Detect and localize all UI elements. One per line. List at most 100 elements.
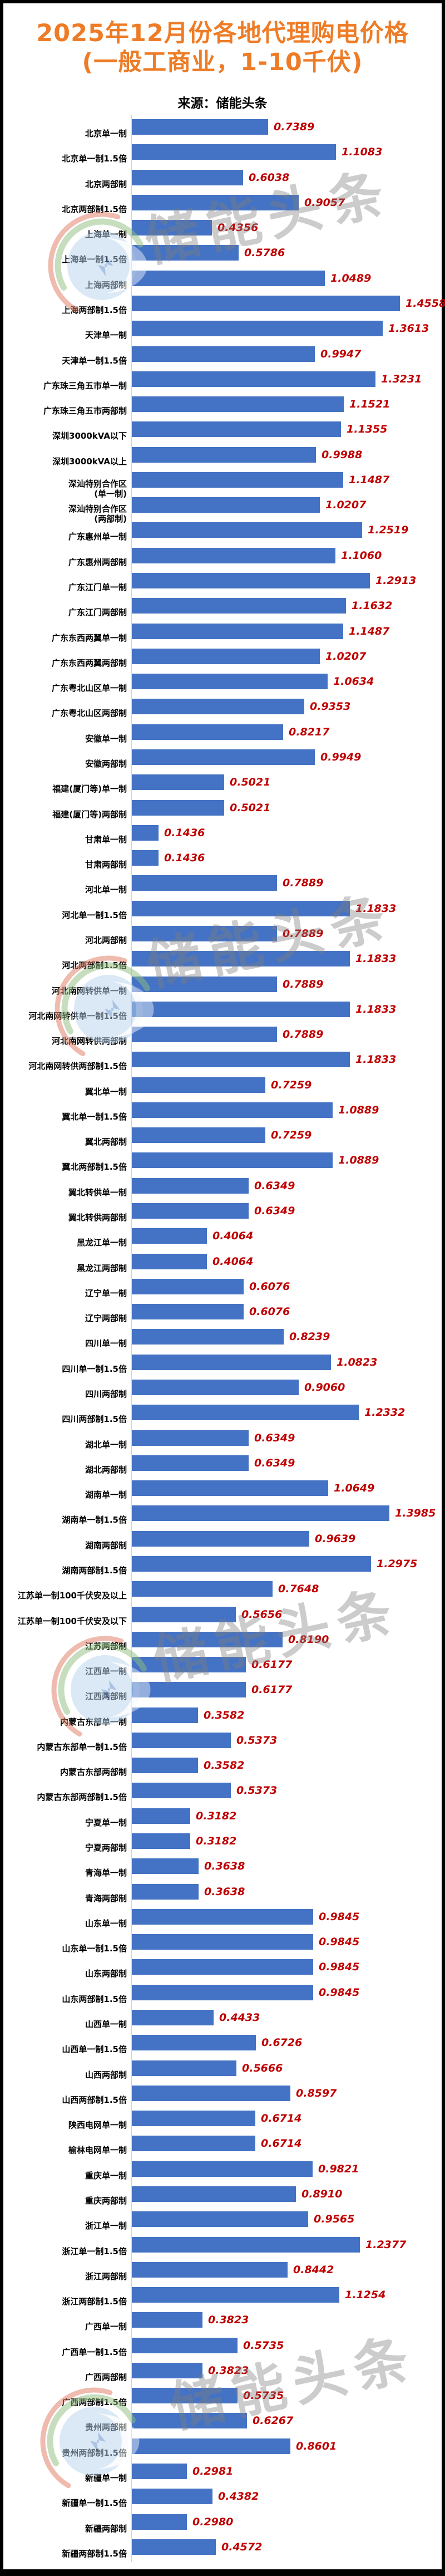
category-label: 广东惠州单一制 (68, 532, 127, 542)
bar (132, 2237, 360, 2253)
chart-canvas: 2025年12月份各地代理购电价格 (一般工商业，1-10千伏) 来源：储能头条… (3, 3, 445, 2569)
value-label: 1.1521 (349, 398, 390, 410)
bar (132, 2262, 288, 2278)
bar (132, 2464, 187, 2479)
category-label: 广东粤北山区两部制 (51, 708, 127, 718)
chart-row: 深圳3000kVA以上 0.9988 (3, 447, 442, 467)
page-title: 2025年12月份各地代理购电价格 (一般工商业，1-10千伏) (3, 19, 442, 77)
chart-row: 山西单一制1.5倍 0.6726 (3, 2035, 442, 2054)
category-label: 广东江门两部制 (68, 607, 127, 617)
category-label: 江苏两部制 (85, 1641, 127, 1651)
category-label: 重庆两部制 (85, 2196, 127, 2206)
chart-row: 广西单一制1.5倍 0.5735 (3, 2338, 442, 2357)
value-label: 0.7648 (278, 1583, 319, 1595)
bar (132, 2514, 187, 2530)
category-label: 山东单一制 (85, 1918, 127, 1929)
bar (132, 598, 346, 614)
bar (132, 1505, 389, 1521)
chart-row: 上海单一制 0.4356 (3, 220, 442, 239)
bar (132, 850, 159, 866)
value-label: 1.1833 (355, 953, 397, 965)
chart-row: 北京单一制 0.7389 (3, 119, 442, 139)
category-label: 河北单一制 (85, 885, 127, 895)
bar (132, 1783, 231, 1798)
value-label: 0.1436 (164, 827, 205, 839)
value-label: 0.6038 (249, 171, 290, 184)
value-label: 1.1355 (347, 423, 388, 435)
bar (132, 1380, 299, 1395)
category-label: 翼北转供两部制 (68, 1213, 127, 1223)
category-label: 贵州两部制 (85, 2422, 127, 2432)
value-label: 0.4064 (212, 1255, 254, 1268)
bar (132, 421, 341, 437)
category-label: 深汕特别合作区 (两部制) (68, 504, 127, 524)
bar (132, 245, 239, 261)
bar (132, 2035, 256, 2050)
chart-row: 翼北单一制1.5倍 1.0889 (3, 1102, 442, 1122)
bar (132, 2413, 247, 2428)
category-label: 上海两部制 (85, 280, 127, 290)
bar (132, 901, 350, 916)
value-label: 1.2519 (368, 524, 409, 536)
bar (132, 1077, 265, 1093)
chart-row: 浙江两部制1.5倍 1.1254 (3, 2287, 442, 2307)
chart-row: 广东惠州两部制 1.1060 (3, 548, 442, 567)
title-line-2: (一般工商业，1-10千伏) (82, 48, 363, 77)
chart-row: 河北单一制1.5倍 1.1833 (3, 901, 442, 920)
chart-row: 广东珠三角五市单一制 1.3231 (3, 371, 442, 391)
chart-row: 辽宁两部制 0.6076 (3, 1304, 442, 1323)
value-label: 0.4356 (217, 222, 259, 234)
category-label: 山东两部制1.5倍 (62, 1994, 127, 2004)
value-label: 0.7889 (283, 928, 324, 940)
category-label: 深圳3000kVA以下 (52, 431, 127, 441)
bar (132, 573, 370, 588)
chart-row: 内蒙古东部两部制 0.3582 (3, 1758, 442, 1777)
bar (132, 774, 224, 790)
chart-row: 江西单一制 0.6177 (3, 1657, 442, 1676)
chart-row: 江西两部制 0.6177 (3, 1682, 442, 1701)
chart-row: 山西两部制 0.5666 (3, 2060, 442, 2080)
chart-row: 翼北转供两部制 0.6349 (3, 1203, 442, 1223)
value-label: 1.1487 (349, 474, 390, 486)
value-label: 1.2332 (364, 1406, 406, 1419)
chart-row: 河北南网转供两部制 0.7889 (3, 1027, 442, 1046)
category-label: 内蒙古东部单一制 (60, 1717, 127, 1727)
chart-row: 河北南网转供单一制 0.7889 (3, 977, 442, 996)
bar (132, 1632, 283, 1647)
value-label: 0.9565 (314, 2213, 355, 2225)
bar (132, 1657, 246, 1672)
value-label: 1.2913 (375, 575, 417, 587)
chart-row: 河北两部制 0.7889 (3, 926, 442, 945)
chart-row: 天津单一制 1.3613 (3, 321, 442, 340)
category-label: 广东江门单一制 (68, 582, 127, 592)
bar (132, 2060, 236, 2076)
category-label: 安徽两部制 (85, 759, 127, 769)
chart-row: 江苏两部制 0.8190 (3, 1632, 442, 1651)
chart-row: 山东单一制 0.9845 (3, 1909, 442, 1929)
category-label: 青海单一制 (85, 1868, 127, 1878)
category-label: 山西单一制1.5倍 (62, 2044, 127, 2054)
value-label: 0.9988 (322, 449, 363, 461)
chart-row: 安徽单一制 0.8217 (3, 724, 442, 744)
chart-row: 宁夏两部制 0.3182 (3, 1833, 442, 1853)
bar (132, 2211, 308, 2227)
bar (132, 2086, 290, 2101)
bar (132, 1203, 249, 1219)
chart-row: 湖南两部制1.5倍 1.2975 (3, 1556, 442, 1576)
value-label: 1.0889 (338, 1154, 379, 1166)
chart-row: 河北单一制 0.7889 (3, 875, 442, 895)
value-label: 0.6726 (261, 2037, 303, 2049)
value-label: 1.0207 (325, 499, 367, 511)
bar (132, 724, 283, 740)
category-label: 北京单一制1.5倍 (62, 154, 127, 164)
category-label: 上海单一制1.5倍 (62, 254, 127, 264)
category-label: 陕西电网单一制 (68, 2120, 127, 2130)
value-label: 0.9639 (315, 1533, 356, 1545)
chart-row: 广西单一制 0.3823 (3, 2312, 442, 2332)
chart-row: 翼北两部制1.5倍 1.0889 (3, 1152, 442, 1172)
value-label: 0.5021 (230, 802, 271, 814)
bar (132, 1279, 244, 1294)
chart-row: 黑龙江单一制 0.4064 (3, 1228, 442, 1248)
bar (132, 2312, 202, 2328)
bar (132, 2489, 212, 2504)
